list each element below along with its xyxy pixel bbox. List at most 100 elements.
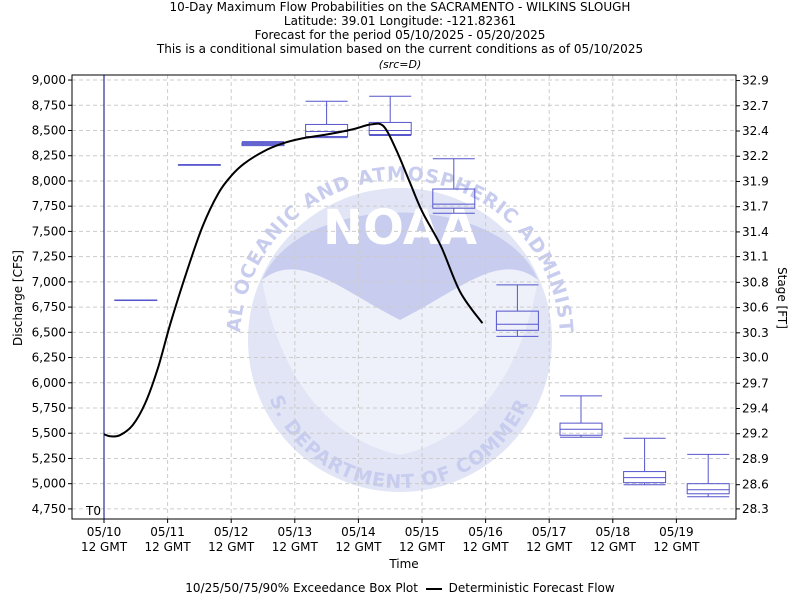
- x-axis-label: Time: [388, 557, 418, 571]
- x-tick-label-line: 05/16: [468, 525, 503, 539]
- y2-tick-label: 32.9: [742, 74, 769, 88]
- boxplot: [368, 95, 412, 137]
- y-tick-label: 5,000: [32, 477, 66, 491]
- boxplots: [114, 95, 730, 498]
- y2-tick-label: 30.0: [742, 351, 769, 365]
- chart-title: 10-Day Maximum Flow Probabilities on the…: [169, 0, 631, 14]
- y-tick-label: 8,250: [32, 149, 66, 163]
- deterministic-line: [103, 122, 484, 438]
- boxplot: [623, 437, 667, 486]
- y2-tick-label: 30.3: [742, 326, 769, 340]
- x-tick-label-line: 05/18: [596, 525, 631, 539]
- y2-tick-label: 31.9: [742, 174, 769, 188]
- chart-location: Latitude: 39.01 Longitude: -121.82361: [283, 14, 517, 28]
- legend: 10/25/50/75/90% Exceedance Box Plot Dete…: [0, 581, 800, 595]
- x-tick-label-line: 12 GMT: [399, 540, 446, 554]
- x-tick-label-line: 05/11: [150, 525, 185, 539]
- boxplot-box: [432, 188, 476, 209]
- y2-tick-label: 29.4: [742, 402, 769, 416]
- y-tick-label: 6,500: [32, 325, 66, 339]
- x-tick-label-line: 05/14: [341, 525, 376, 539]
- x-tick-label: 05/12 12 GMT: [208, 525, 255, 554]
- y2-tick-label: 30.6: [742, 301, 769, 315]
- x-tick-label: 05/17 12 GMT: [526, 525, 573, 554]
- x-tick-label: 05/16 12 GMT: [463, 525, 510, 554]
- noaa-watermark: NOAA NATIONAL OCEANIC AND ATMOSPHERIC AD…: [72, 75, 576, 493]
- x-tick-label: 05/15 12 GMT: [399, 525, 446, 554]
- noaa-logo-text: NOAA: [323, 200, 477, 256]
- x-tick-label-line: 05/12: [214, 525, 249, 539]
- deterministic-series: [103, 122, 484, 438]
- x-tick-label-line: 12 GMT: [526, 540, 573, 554]
- plot-frame: [71, 74, 737, 520]
- y-tick-label: 7,000: [32, 275, 66, 289]
- y-tick-label: 5,750: [32, 401, 66, 415]
- x-tick-label-line: 05/15: [405, 525, 440, 539]
- y-tick-label: 7,750: [32, 199, 66, 213]
- boxplot: [559, 395, 603, 438]
- boxplot-box: [368, 121, 412, 136]
- y2-tick-label: 32.2: [742, 149, 769, 163]
- x-tick-label-line: 12 GMT: [145, 540, 192, 554]
- y-tick-label: 6,750: [32, 300, 66, 314]
- y-tick-label: 5,500: [32, 426, 66, 440]
- y2-tick-label: 31.4: [742, 225, 769, 239]
- x-tick-label: 05/19 12 GMT: [653, 525, 700, 554]
- y2-tick-label: 31.7: [742, 200, 769, 214]
- y2-tick-label: 32.4: [742, 124, 769, 138]
- y2-tick-label: 28.6: [742, 478, 769, 492]
- y2-tick-label: 29.2: [742, 427, 769, 441]
- x-tick-label: 05/11 12 GMT: [145, 525, 192, 554]
- y-tick-label: 7,250: [32, 250, 66, 264]
- y-tick-label: 8,000: [32, 174, 66, 188]
- y2-tick-label: 30.8: [742, 275, 769, 289]
- x-tick-label-line: 12 GMT: [463, 540, 510, 554]
- y-tick-label: 6,250: [32, 351, 66, 365]
- boxplot: [177, 164, 221, 166]
- x-tick-label-line: 12 GMT: [653, 540, 700, 554]
- x-tick-label-line: 05/19: [659, 525, 694, 539]
- boxplot: [432, 158, 476, 214]
- y2-axis-label: Stage [FT]: [775, 267, 789, 329]
- x-tick-label-line: 12 GMT: [335, 540, 382, 554]
- x-tick-label: 05/13 12 GMT: [272, 525, 319, 554]
- y2-tick-label: 28.9: [742, 452, 769, 466]
- chart-period: Forecast for the period 05/10/2025 - 05/…: [254, 28, 546, 42]
- boxplot: [686, 453, 730, 498]
- y-tick-label: 6,000: [32, 376, 66, 390]
- x-tick-label: 05/18 12 GMT: [590, 525, 637, 554]
- boxplot: [495, 284, 539, 337]
- y2-tick-label: 29.7: [742, 376, 769, 390]
- y2-tick-label: 31.1: [742, 250, 769, 264]
- boxplot-box: [686, 483, 730, 495]
- x-tick-label-line: 12 GMT: [272, 540, 319, 554]
- chart-source: (src=D): [378, 58, 422, 71]
- y-tick-label: 8,750: [32, 98, 66, 112]
- y-tick-label: 4,750: [32, 502, 66, 516]
- y-tick-label: 5,250: [32, 451, 66, 465]
- y-tick-label: 7,500: [32, 224, 66, 238]
- boxplot-box: [495, 310, 539, 331]
- boxplot: [114, 299, 158, 302]
- x-tick-label-line: 12 GMT: [208, 540, 255, 554]
- y-axis-label: Discharge [CFS]: [11, 250, 25, 346]
- x-tick-label-line: 05/17: [532, 525, 567, 539]
- grid-lines: [72, 75, 736, 519]
- y-tick-label: 8,500: [32, 124, 66, 138]
- y2-tick-label: 32.7: [742, 99, 769, 113]
- y-tick-label: 9,000: [32, 73, 66, 87]
- x-tick-label: 05/14 12 GMT: [335, 525, 382, 554]
- t0-label: T0: [85, 504, 101, 518]
- legend-line-label: Deterministic Forecast Flow: [448, 581, 615, 595]
- legend-boxplot-label: 10/25/50/75/90% Exceedance Box Plot: [185, 581, 418, 595]
- x-tick-label: 05/10 12 GMT: [81, 525, 128, 554]
- boxplot-box: [623, 471, 667, 484]
- x-tick-label-line: 12 GMT: [590, 540, 637, 554]
- chart-note: This is a conditional simulation based o…: [156, 42, 644, 56]
- legend-line-swatch: [425, 587, 442, 590]
- x-tick-label-line: 12 GMT: [81, 540, 128, 554]
- y2-tick-label: 28.3: [742, 502, 769, 516]
- x-tick-label-line: 05/10: [87, 525, 122, 539]
- axes: 4,750 5,000 5,250 5,500 5,750 6,000 6,250 6,500…: [11, 73, 789, 571]
